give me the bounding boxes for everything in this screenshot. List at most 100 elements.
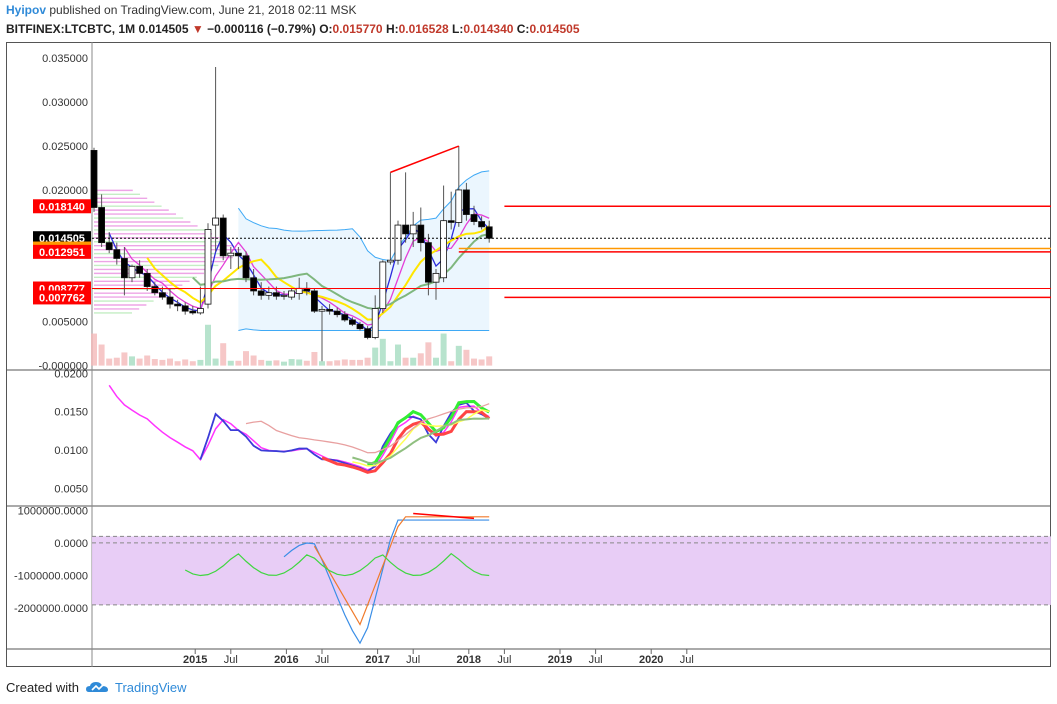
tradingview-link[interactable]: TradingView <box>114 679 187 695</box>
price-label-bg <box>33 244 91 259</box>
volume-bar <box>227 360 234 366</box>
volume-bar <box>250 355 257 366</box>
candle-down <box>166 296 174 305</box>
indicator-pink-line <box>245 403 490 454</box>
candle-down <box>189 310 197 314</box>
volume-bar <box>197 359 204 366</box>
volume-bar <box>433 357 439 366</box>
x-axis-tick: 2016 <box>274 654 298 666</box>
volume-bar <box>265 360 272 366</box>
candle-down <box>462 189 470 215</box>
candle-down <box>143 272 151 287</box>
candle-down <box>402 224 410 235</box>
candle-down <box>90 150 98 208</box>
volume-bar <box>243 351 249 366</box>
candle-down <box>242 255 250 279</box>
candle-down <box>356 323 364 330</box>
volume-bar <box>174 361 181 366</box>
candle-up <box>394 224 402 261</box>
volume-bar <box>455 345 462 366</box>
candle-up <box>280 294 288 297</box>
volume-bar <box>417 353 424 366</box>
published-text: published on TradingView.com, June 21, 2… <box>46 3 357 17</box>
volume-bar <box>258 359 265 366</box>
cloud-logo-icon[interactable] <box>85 679 109 695</box>
volume-bar <box>448 361 455 366</box>
candle-down <box>447 220 455 223</box>
volume-bar <box>402 357 409 366</box>
candle-down <box>424 242 432 283</box>
candle-up <box>204 229 212 305</box>
bollinger-upper <box>237 170 490 262</box>
indicator-blue-line <box>199 401 490 473</box>
close-value: 0.014505 <box>529 22 580 36</box>
created-with-text: Created with <box>6 679 79 695</box>
candle-down <box>326 308 334 312</box>
candle-down <box>113 249 121 259</box>
candle-down <box>98 207 105 244</box>
candle-down <box>250 277 258 292</box>
price-label-bg <box>33 290 91 305</box>
volume-bar <box>212 358 219 366</box>
indicator-axis-tick: 0.0200 <box>54 368 88 380</box>
volume-bar <box>189 361 196 366</box>
volume-bar <box>144 355 151 366</box>
volume-bar <box>296 359 303 366</box>
volume-bar <box>463 349 470 366</box>
volume-bar <box>159 359 166 366</box>
volume-bar <box>486 356 493 366</box>
x-axis-tick: Jul <box>406 654 420 666</box>
candle-down <box>158 292 166 298</box>
author-name[interactable]: Hyipov <box>6 3 47 17</box>
candle-down <box>136 265 144 274</box>
candle-up <box>409 224 417 235</box>
candle-down <box>151 286 159 294</box>
price-axis-tick: 0.025000 <box>42 141 88 153</box>
chart-frame[interactable] <box>6 42 1051 667</box>
candle-down <box>417 224 425 244</box>
volume-bar <box>326 361 333 366</box>
candle-down <box>470 214 478 222</box>
candle-up <box>386 259 394 263</box>
candle-up <box>440 220 448 279</box>
indicator-axis-tick: 0.0050 <box>54 483 88 495</box>
x-axis-tick: Jul <box>224 654 238 666</box>
candle-down <box>333 310 341 316</box>
x-axis-tick: 2017 <box>365 654 389 666</box>
candle-up <box>265 292 273 296</box>
candle-down <box>234 252 242 257</box>
symbol-info-bar: BITFINEX:LTCBTC, 1M 0.014505 ▼ −0.000116… <box>6 22 580 36</box>
volume-bar <box>91 333 97 366</box>
footer: Created with TradingView <box>6 679 187 695</box>
price-label: 0.007762 <box>39 292 85 304</box>
price-change: −0.000116 (−0.79%) <box>207 22 316 36</box>
symbol-name: BITFINEX:LTCBTC, 1M <box>6 22 136 36</box>
volume-bar <box>98 344 105 366</box>
volume-bar <box>311 351 318 366</box>
price-axis-tick: 0.035000 <box>42 53 88 65</box>
oscillator-axis-tick: 1000000.0000 <box>18 505 88 517</box>
candle-down <box>364 328 372 338</box>
volume-bar <box>281 361 287 366</box>
candle-down <box>272 292 280 297</box>
indicator-green-line <box>367 400 490 467</box>
x-axis-tick: Jul <box>497 654 511 666</box>
oscillator-divergence-line <box>413 512 475 520</box>
price-label-bg <box>33 199 91 214</box>
indicator-axis-tick: 0.0100 <box>54 445 88 457</box>
candle-down <box>257 290 265 296</box>
candle-down <box>219 217 227 257</box>
volume-bar <box>478 359 485 366</box>
candle-down <box>174 303 182 307</box>
publish-info: Hyipov published on TradingView.com, Jun… <box>6 3 356 17</box>
indicator-red-line <box>321 410 491 474</box>
x-axis-tick: Jul <box>589 654 603 666</box>
low-value: 0.014340 <box>463 22 514 36</box>
price-axis-tick: 0.005000 <box>42 317 88 329</box>
volume-bar <box>334 360 341 366</box>
volume-bar <box>106 358 113 366</box>
low-label: L: <box>452 22 464 36</box>
price-label: 0.012951 <box>39 247 85 259</box>
candle-up <box>432 272 440 283</box>
